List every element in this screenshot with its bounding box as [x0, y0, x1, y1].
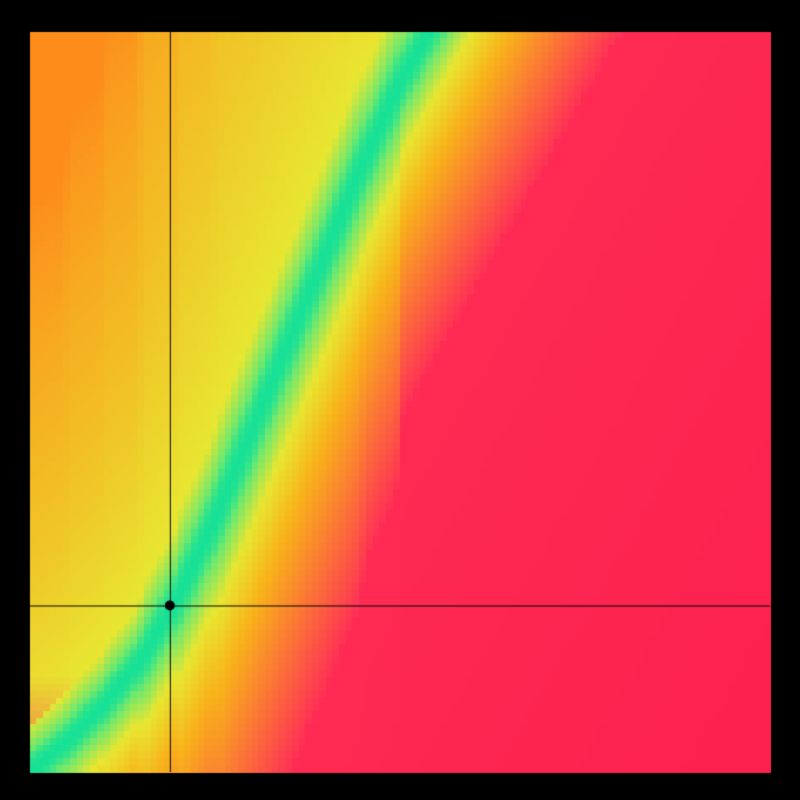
chart-container: TheBottleneck.com — [0, 0, 800, 800]
bottleneck-heatmap — [0, 0, 800, 800]
